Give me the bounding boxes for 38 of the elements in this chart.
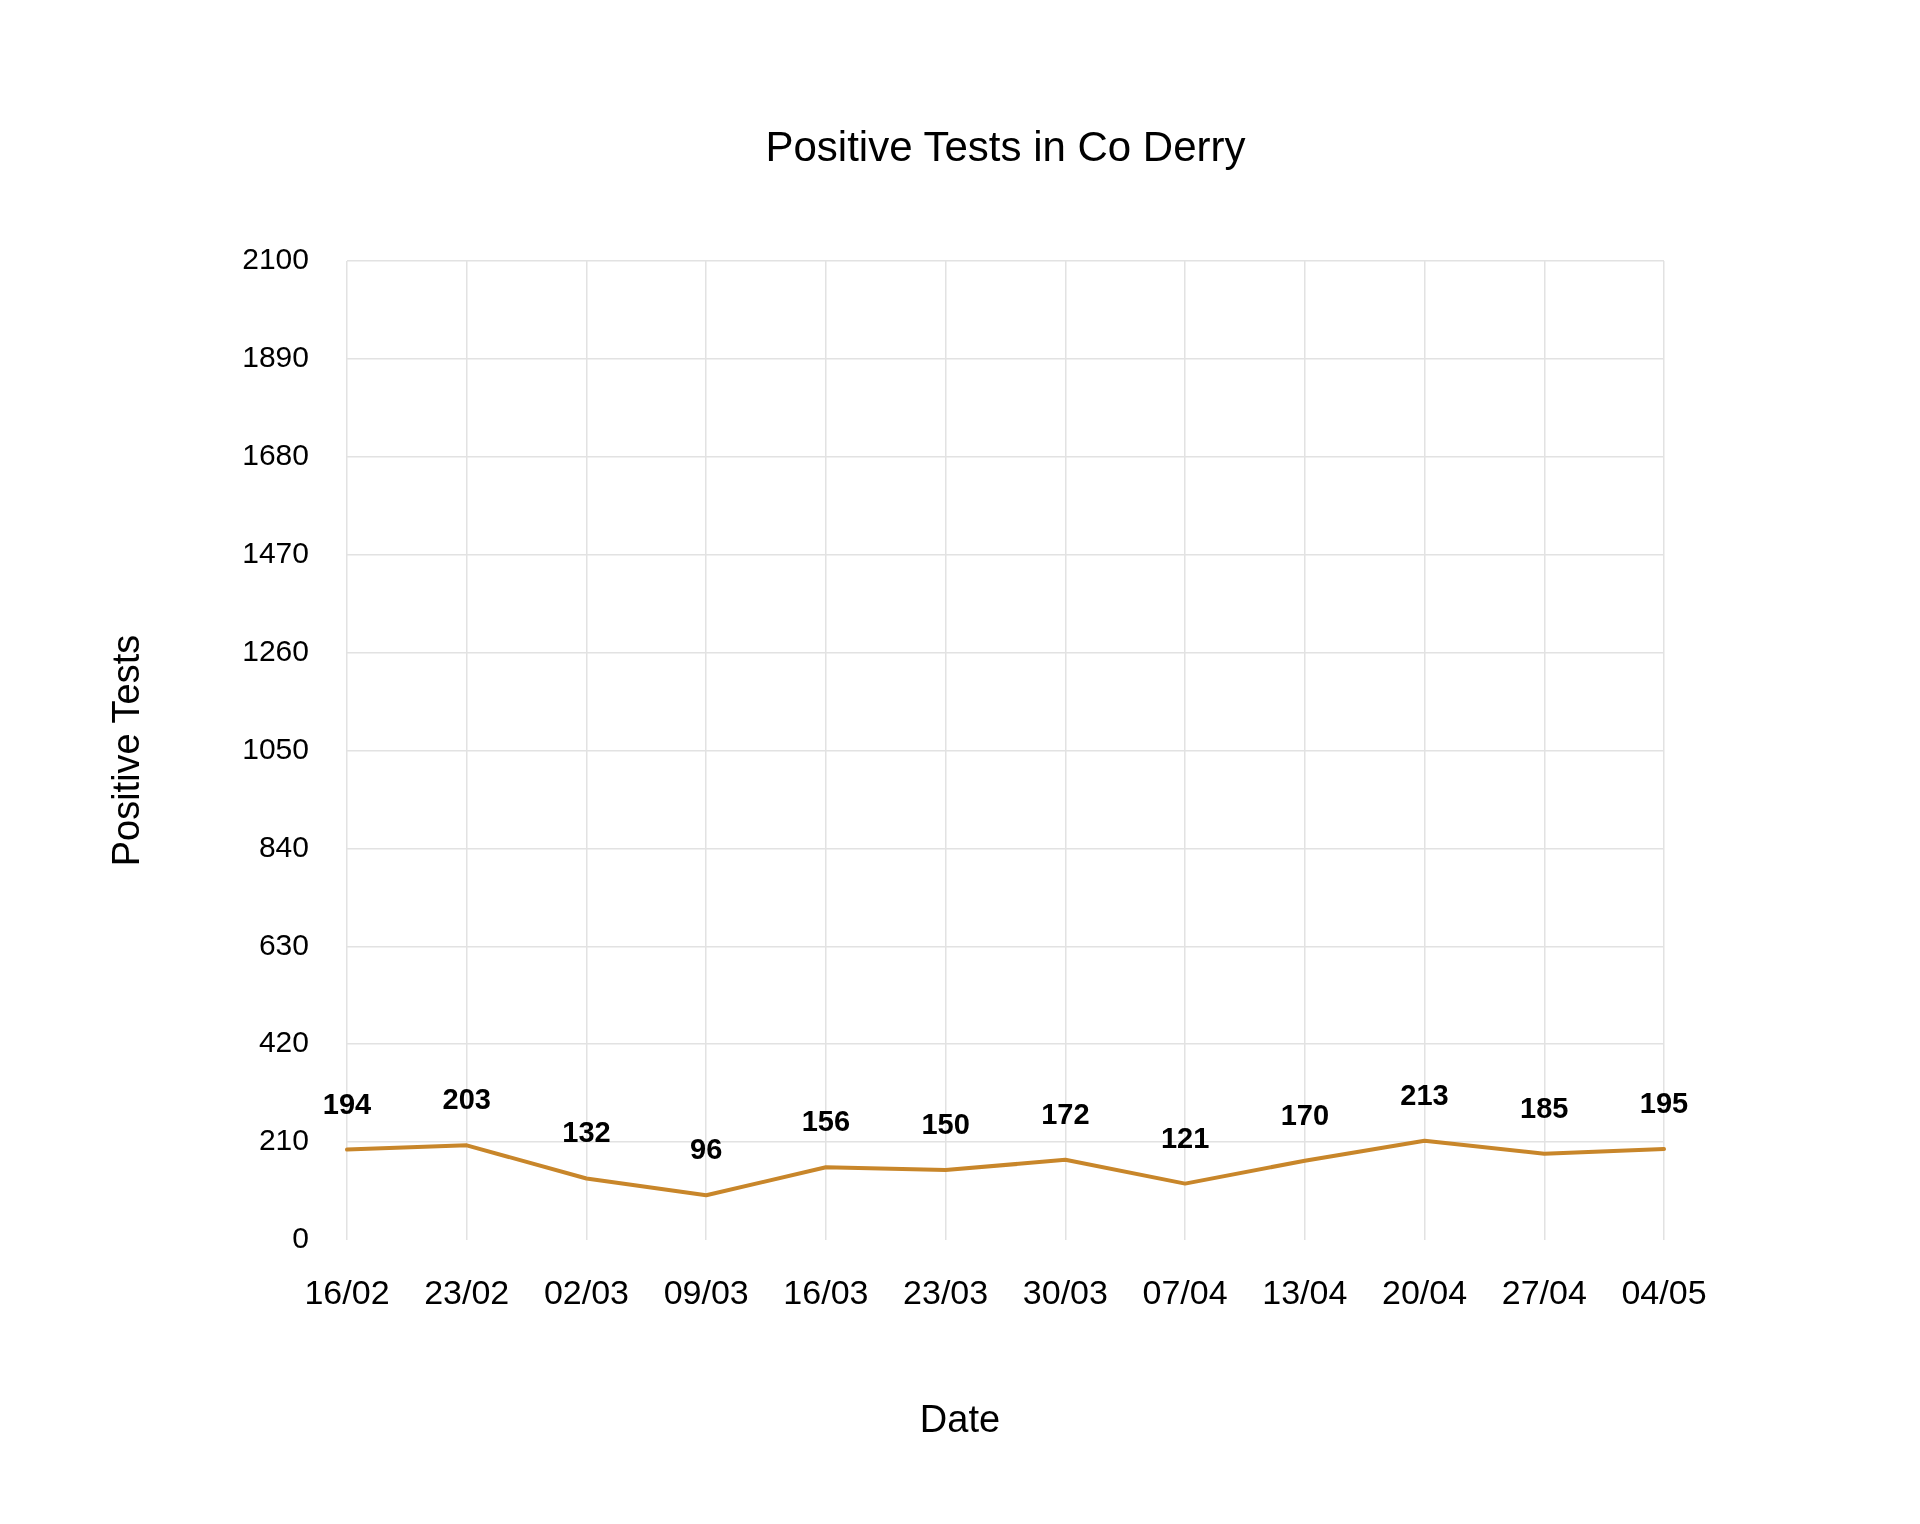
y-tick-label: 1260 [242, 633, 309, 667]
data-label: 96 [690, 1133, 723, 1166]
x-tick-label: 09/03 [663, 1272, 749, 1311]
y-tick-label: 1470 [242, 535, 309, 569]
x-axis-title: Date [919, 1398, 1001, 1441]
data-label: 156 [801, 1105, 851, 1138]
x-tick-label: 16/03 [783, 1272, 869, 1311]
y-axis-title: Positive Tests [105, 634, 148, 867]
y-tick-label: 1890 [242, 340, 309, 374]
data-label: 170 [1280, 1098, 1330, 1131]
x-tick-label: 16/02 [304, 1272, 390, 1311]
x-tick-label: 07/04 [1142, 1272, 1228, 1311]
x-tick-label: 20/04 [1382, 1272, 1468, 1311]
x-tick-label: 13/04 [1262, 1272, 1348, 1311]
x-tick-label: 27/04 [1501, 1272, 1587, 1311]
y-tick-label: 1050 [242, 731, 309, 765]
data-label: 213 [1400, 1078, 1449, 1111]
y-tick-label: 2100 [242, 242, 309, 276]
x-tick-label: 30/03 [1022, 1272, 1108, 1311]
data-label: 203 [442, 1083, 491, 1116]
data-label: 150 [921, 1108, 970, 1141]
y-tick-label: 0 [292, 1221, 309, 1255]
data-label: 121 [1160, 1121, 1210, 1154]
x-tick-label: 02/03 [543, 1272, 629, 1311]
y-tick-label: 630 [258, 927, 309, 961]
data-label: 132 [562, 1116, 611, 1149]
x-tick-label: 04/05 [1621, 1272, 1707, 1311]
y-tick-label: 420 [258, 1025, 309, 1059]
chart-title: Positive Tests in Co Derry [765, 122, 1246, 170]
data-label: 185 [1520, 1091, 1569, 1124]
y-tick-label: 1680 [242, 438, 309, 472]
y-tick-label: 840 [258, 829, 309, 863]
data-label: 194 [322, 1087, 372, 1120]
data-label: 172 [1041, 1097, 1090, 1130]
data-label: 195 [1639, 1087, 1689, 1120]
y-tick-label: 210 [258, 1123, 309, 1157]
x-tick-label: 23/02 [424, 1272, 510, 1311]
x-tick-label: 23/03 [903, 1272, 989, 1311]
